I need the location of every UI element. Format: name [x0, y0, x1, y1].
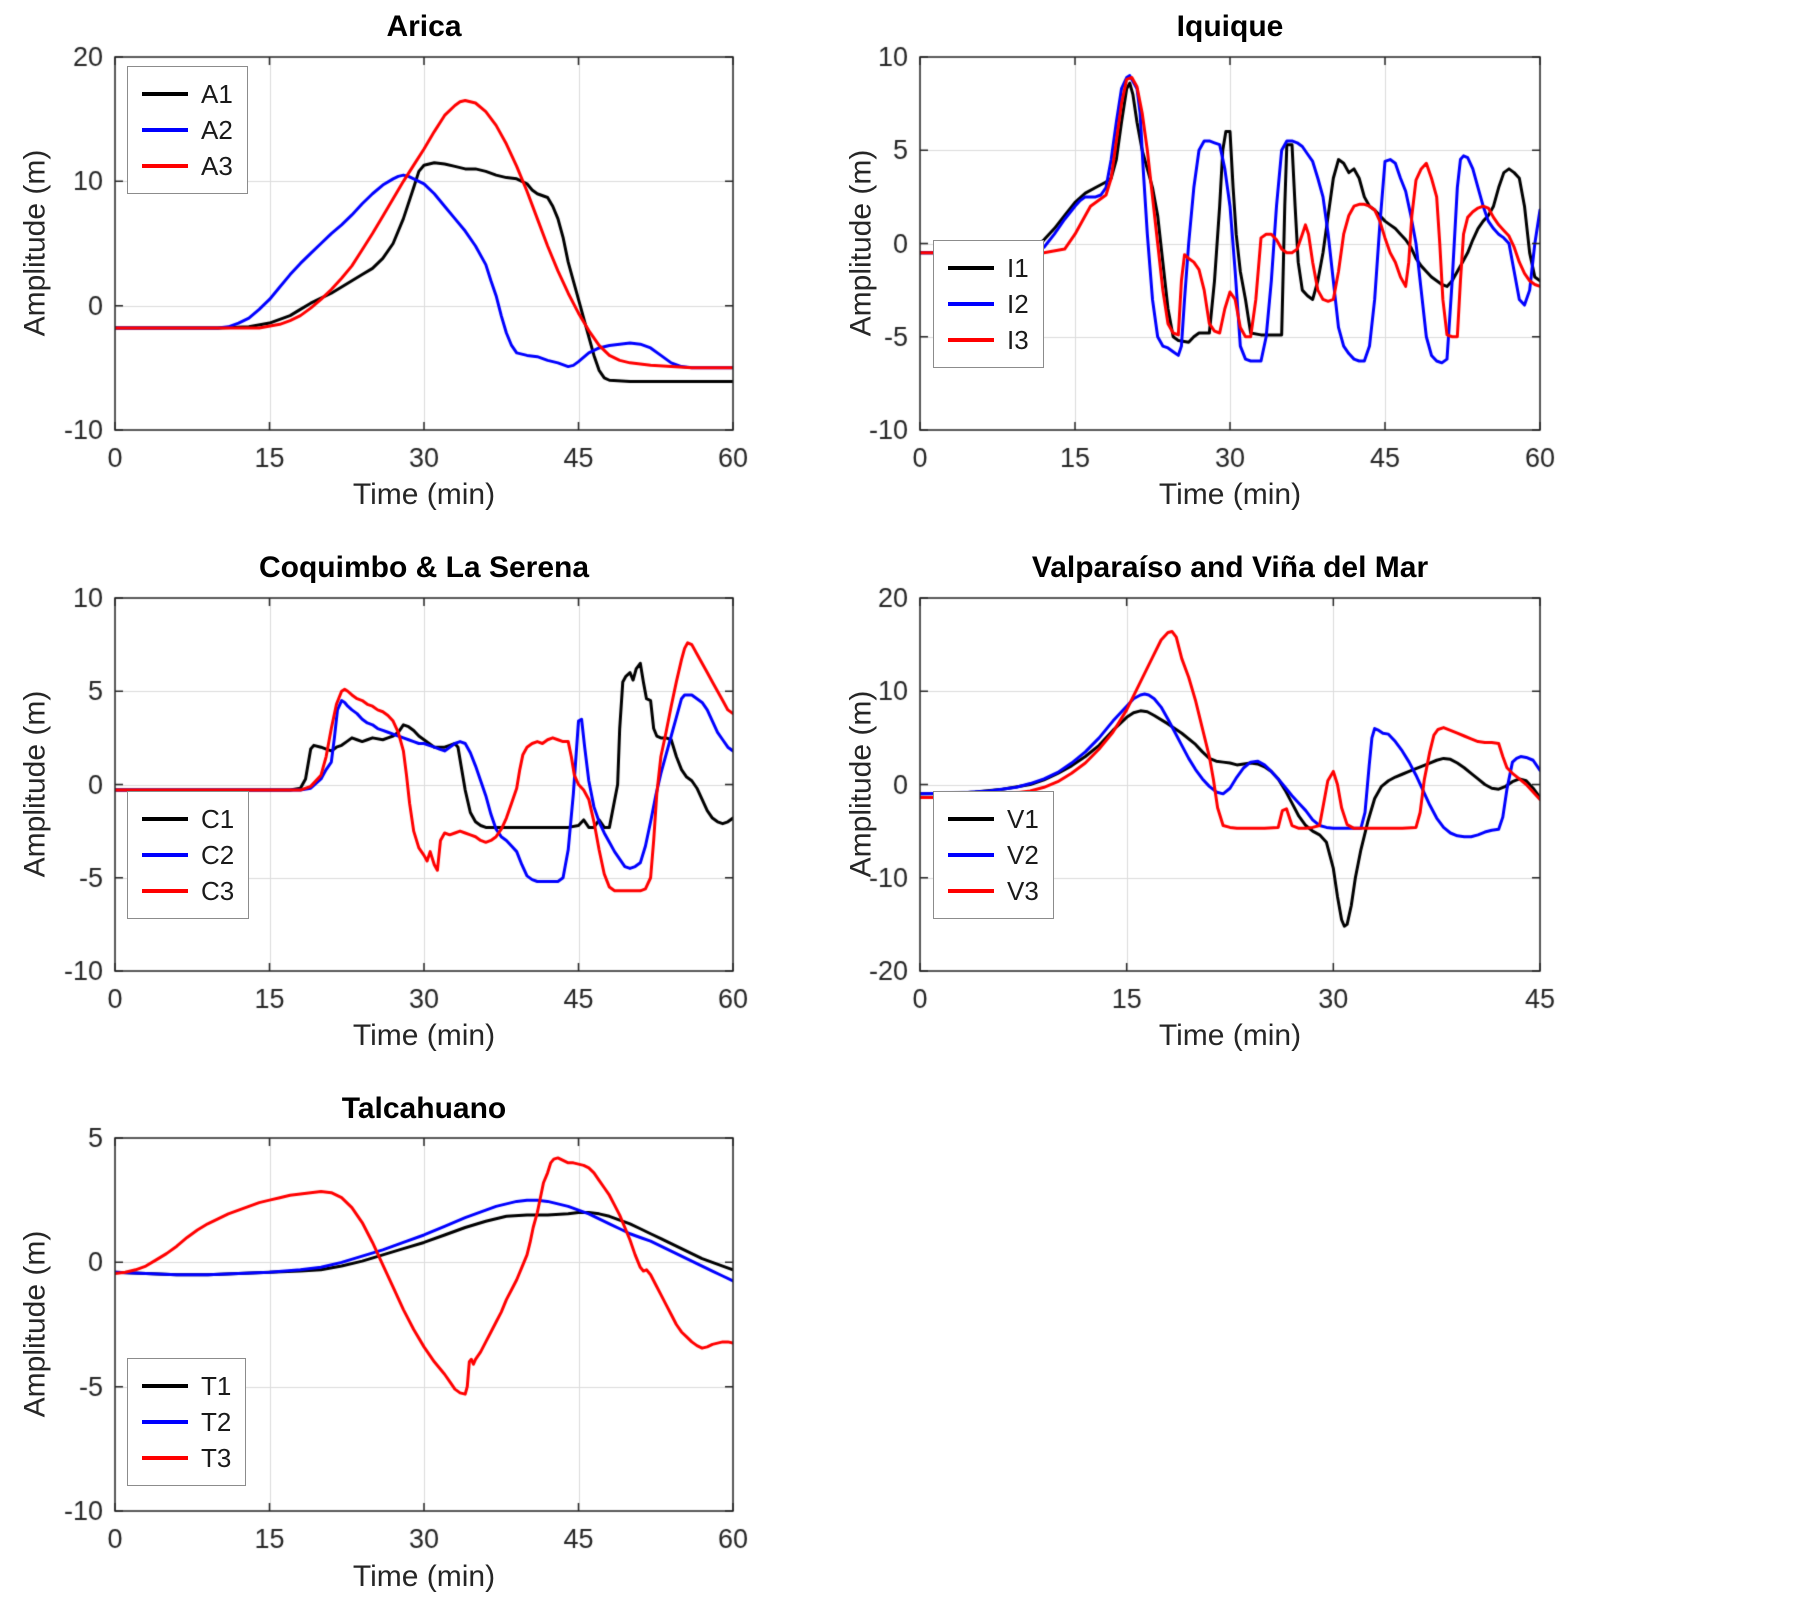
arica-title: Arica [386, 10, 462, 43]
legend-label: T1 [201, 1371, 232, 1401]
talcahuano-xlabel: Time (min) [352, 1560, 496, 1593]
arica-axes-canvas [0, 0, 800, 540]
valparaiso-legend: V1 V2 V3 [933, 791, 1054, 919]
talcahuano-ylabel: Amplitude (m) [18, 1230, 52, 1418]
legend-entry: C3 [142, 873, 234, 909]
legend-line-sample-red [948, 889, 994, 893]
legend-label: V2 [1007, 840, 1039, 870]
legend-entry: I2 [948, 286, 1029, 322]
legend-entry: V3 [948, 873, 1039, 909]
talcahuano-axes-canvas [0, 1082, 800, 1624]
legend-entry: T3 [142, 1440, 231, 1476]
iquique-ylabel: Amplitude (m) [844, 149, 878, 337]
subplot-talcahuano: Talcahuano Time (min) Amplitude (m) T1 T… [0, 1082, 800, 1624]
coquimbo-title: Coquimbo & La Serena [258, 551, 590, 584]
legend-label: V3 [1007, 876, 1039, 906]
legend-label: V1 [1007, 804, 1039, 834]
legend-line-sample-black [142, 817, 188, 821]
legend-entry: V1 [948, 801, 1039, 837]
legend-line-sample-black [948, 817, 994, 821]
iquique-xlabel: Time (min) [1158, 478, 1302, 511]
arica-ylabel: Amplitude (m) [18, 149, 52, 337]
subplot-iquique: Iquique Time (min) Amplitude (m) I1 I2 I… [800, 0, 1795, 540]
legend-entry: T2 [142, 1404, 231, 1440]
valparaiso-title: Valparaíso and Viña del Mar [1031, 551, 1429, 584]
legend-entry: V2 [948, 837, 1039, 873]
coquimbo-legend: C1 C2 C3 [127, 791, 250, 919]
arica-legend: A1 A2 A3 [127, 66, 248, 194]
legend-label: I1 [1007, 253, 1029, 283]
legend-entry: A2 [142, 112, 233, 148]
legend-label: T3 [201, 1443, 232, 1473]
legend-line-sample-black [142, 92, 188, 96]
legend-line-sample-red [142, 889, 188, 893]
legend-line-sample-red [142, 1456, 188, 1460]
legend-label: T2 [201, 1407, 232, 1437]
legend-line-sample-blue [142, 1420, 188, 1424]
legend-line-sample-blue [142, 128, 188, 132]
valparaiso-ylabel: Amplitude (m) [844, 690, 878, 878]
valparaiso-xlabel: Time (min) [1158, 1019, 1302, 1052]
coquimbo-axes-canvas [0, 541, 800, 1081]
legend-entry: C1 [142, 801, 234, 837]
legend-label: I3 [1007, 325, 1029, 355]
legend-line-sample-red [948, 338, 994, 342]
legend-line-sample-blue [948, 302, 994, 306]
legend-label: C2 [201, 840, 235, 870]
legend-label: A3 [201, 151, 233, 181]
legend-entry: I3 [948, 322, 1029, 358]
subplot-valparaiso-vina-del-mar: Valparaíso and Viña del Mar Time (min) A… [800, 541, 1795, 1081]
legend-line-sample-black [142, 1384, 188, 1388]
arica-xlabel: Time (min) [352, 478, 496, 511]
coquimbo-ylabel: Amplitude (m) [18, 690, 52, 878]
legend-label: A1 [201, 79, 233, 109]
legend-line-sample-blue [948, 853, 994, 857]
legend-entry: A3 [142, 148, 233, 184]
legend-label: I2 [1007, 289, 1029, 319]
subplot-arica: Arica Time (min) Amplitude (m) A1 A2 A3 [0, 0, 800, 540]
legend-label: C3 [201, 876, 235, 906]
legend-entry: I1 [948, 250, 1029, 286]
iquique-legend: I1 I2 I3 [933, 240, 1044, 368]
legend-entry: C2 [142, 837, 234, 873]
talcahuano-legend: T1 T2 T3 [127, 1358, 247, 1486]
legend-label: C1 [201, 804, 235, 834]
legend-line-sample-black [948, 266, 994, 270]
iquique-title: Iquique [1176, 10, 1284, 43]
legend-line-sample-red [142, 164, 188, 168]
legend-entry: T1 [142, 1368, 231, 1404]
coquimbo-xlabel: Time (min) [352, 1019, 496, 1052]
legend-entry: A1 [142, 76, 233, 112]
legend-line-sample-blue [142, 853, 188, 857]
talcahuano-title: Talcahuano [341, 1092, 507, 1125]
subplot-coquimbo-la-serena: Coquimbo & La Serena Time (min) Amplitud… [0, 541, 800, 1081]
legend-label: A2 [201, 115, 233, 145]
